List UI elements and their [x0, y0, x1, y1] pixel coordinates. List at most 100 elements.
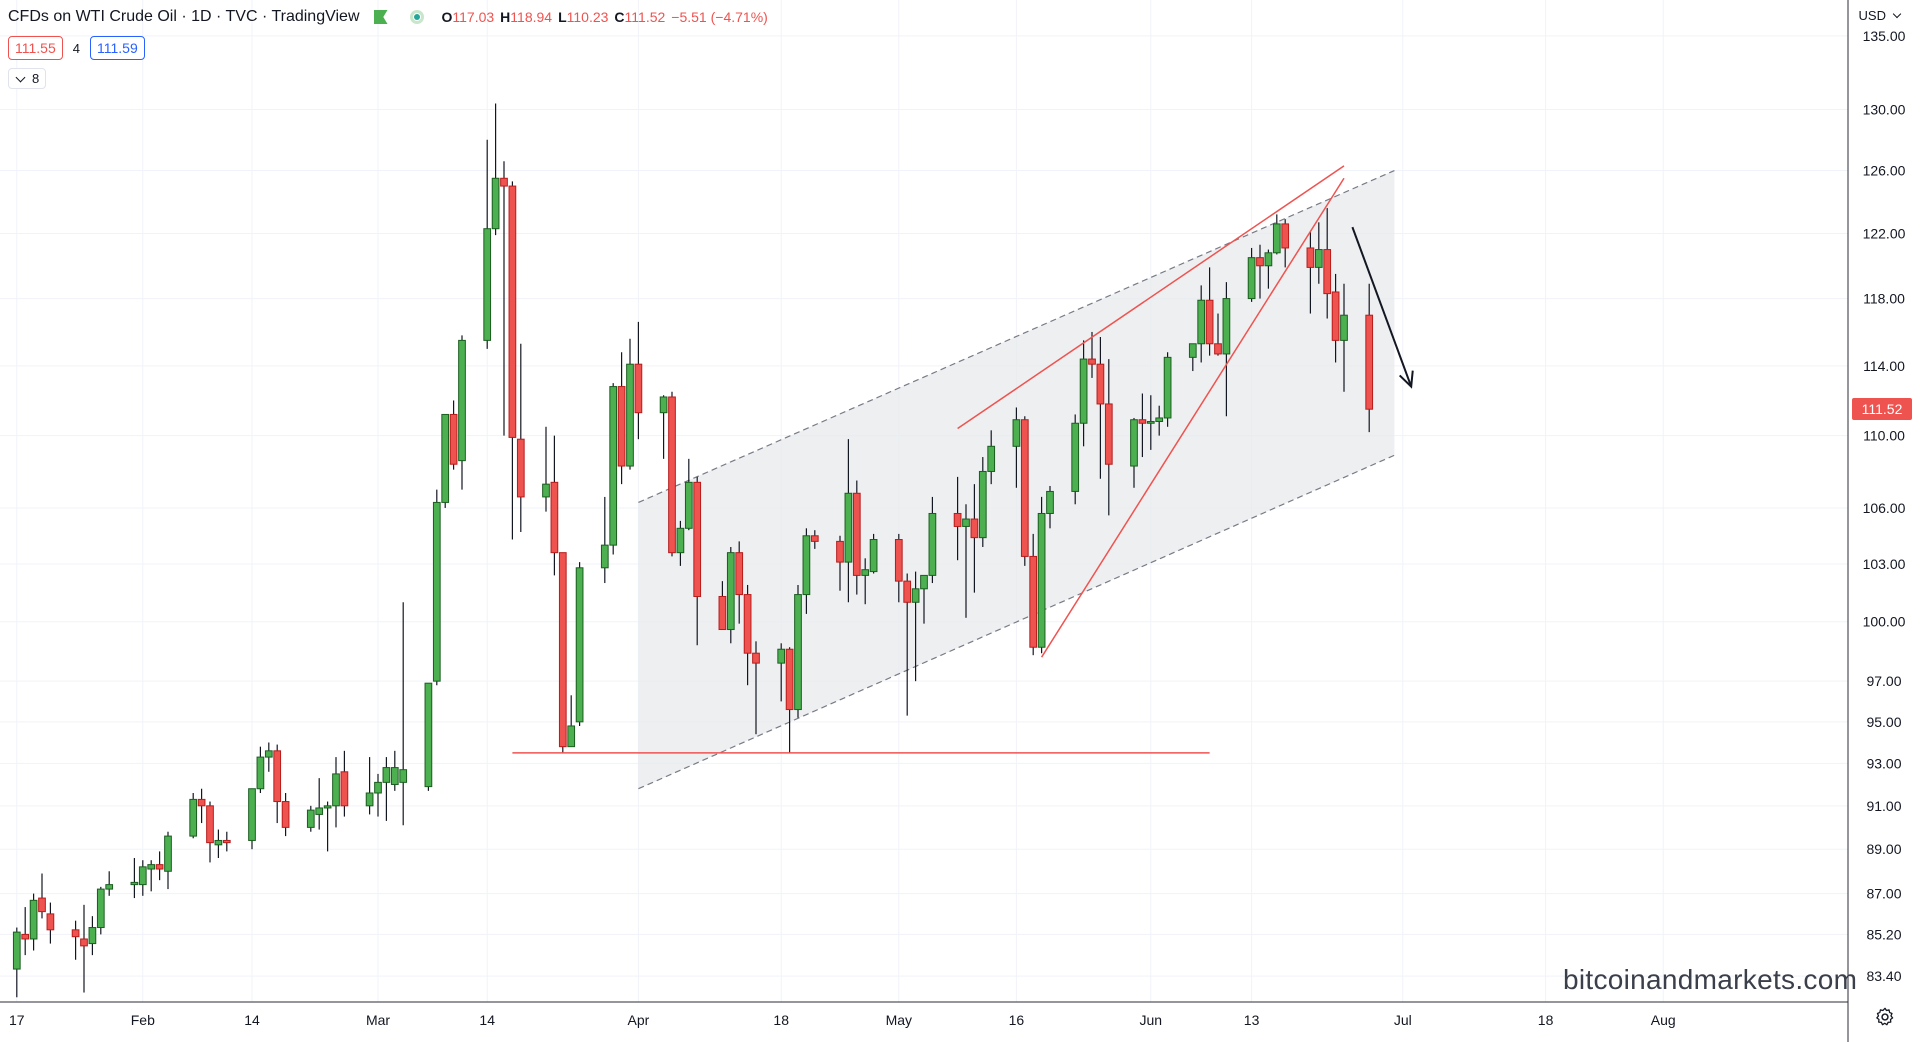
candle-body [962, 518, 970, 527]
price-tick-label: 97.00 [1866, 673, 1901, 689]
candle-body [390, 767, 399, 785]
candle-body [441, 413, 450, 503]
price-tick-label: 93.00 [1866, 755, 1901, 771]
flag-icon[interactable] [373, 10, 388, 24]
price-tick-label: 110.00 [1863, 428, 1905, 444]
price-tick-label: 126.00 [1863, 163, 1906, 179]
price-tick-label: 114.00 [1863, 358, 1905, 374]
candle-body [1037, 512, 1046, 648]
candle-body [281, 801, 290, 828]
candle-body [264, 750, 273, 758]
channel-lower-line [638, 454, 1395, 790]
candle-body [836, 540, 844, 563]
symbol-legend: CFDs on WTI Crude Oil · 1D · TVC · Tradi… [8, 8, 774, 26]
candle-body [88, 927, 97, 945]
bid-button[interactable]: 111.55 [8, 36, 63, 60]
candle-body [861, 569, 870, 576]
candle-body [617, 386, 626, 467]
candle-body [155, 864, 164, 870]
time-tick-label: 16 [1009, 1012, 1025, 1028]
ohlc-values: O117.03 H118.94 L110.23 C111.52 −5.51 (−4.71… [441, 9, 768, 25]
market-status-icon[interactable] [409, 10, 424, 24]
candle-body [735, 552, 744, 596]
candle-body [1205, 299, 1214, 345]
candle-body [273, 750, 282, 803]
candle-body [1071, 422, 1080, 492]
candle-body [315, 807, 324, 815]
candle-body [516, 438, 525, 498]
candle-body [365, 792, 374, 807]
candle-body [458, 339, 466, 462]
candle-body [1214, 343, 1222, 355]
time-tick-label: Jul [1394, 1012, 1412, 1028]
time-axis[interactable]: 17 Feb 14 Mar 14 Apr 18 May 16 Jun 13 Jul 18 Aug [0, 1001, 1848, 1028]
symbol-title[interactable]: CFDs on WTI Crude Oil · 1D · TVC · Tradi… [8, 8, 360, 25]
candle-body [222, 839, 231, 844]
candle-body [970, 518, 979, 539]
candle-body [1331, 291, 1340, 341]
currency-selector[interactable]: USD [1858, 8, 1902, 23]
candle-body [920, 574, 928, 590]
quote-row: 111.55 4 111.59 [8, 36, 145, 60]
ohlc-low: 110.23 [566, 9, 609, 25]
candle-body [575, 567, 584, 723]
time-tick-label: Apr [628, 1012, 650, 1028]
candle-body [1104, 403, 1113, 465]
candle-body [189, 798, 198, 837]
candle-body [600, 544, 609, 569]
candle-body [1188, 343, 1197, 358]
candle-body [1088, 358, 1096, 365]
candle-body [928, 512, 937, 576]
price-tick-label: 122.00 [1863, 225, 1906, 241]
ohlc-close: 111.52 [624, 9, 666, 25]
candle-body [785, 648, 794, 711]
time-tick-label: May [886, 1012, 912, 1028]
candle-body [752, 652, 760, 664]
candle-body [903, 580, 912, 603]
candle-body [844, 492, 853, 563]
price-tick-label: 118.00 [1863, 291, 1905, 307]
candle-body [332, 773, 340, 807]
candle-body [1146, 420, 1155, 424]
candle-body [38, 897, 46, 913]
chevron-down-icon [15, 72, 26, 82]
ohlc-change: −5.51 (−4.71%) [671, 9, 768, 25]
candle-body [987, 445, 996, 472]
candle-body [852, 492, 861, 576]
candle-body [1130, 419, 1138, 467]
candle-body [449, 413, 458, 465]
currency-label: USD [1858, 8, 1886, 23]
spread-value: 4 [72, 40, 80, 56]
time-tick-label: 14 [244, 1012, 260, 1028]
time-tick-label: Jun [1140, 1012, 1163, 1028]
candle-body [29, 899, 38, 940]
price-axis[interactable]: 135.00 130.00 126.00 122.00 118.00 114.00 110.… [1847, 0, 1906, 1042]
price-tick-label: 91.00 [1866, 798, 1901, 814]
candle-body [550, 481, 559, 554]
candle-body [1012, 419, 1021, 447]
gear-icon[interactable] [1874, 1006, 1896, 1028]
candle-body [147, 864, 156, 870]
price-tick-label: 103.00 [1863, 556, 1906, 572]
candle-body [500, 177, 508, 187]
chevron-down-icon [1892, 9, 1902, 19]
candle-body [794, 594, 802, 711]
price-tick-label: 85.20 [1866, 926, 1901, 942]
time-tick-label: 17 [9, 1012, 25, 1028]
candle-body [399, 769, 408, 783]
candle-body [306, 809, 315, 828]
candle-body [634, 363, 643, 414]
last-price-label: 111.52 [1852, 397, 1912, 420]
candle-body [1281, 223, 1290, 249]
candle-body [869, 539, 878, 573]
candle-body [693, 481, 702, 597]
trend-drawings [512, 165, 1414, 754]
forecast-arrow-head [1398, 370, 1414, 389]
candle-body [609, 386, 618, 546]
candle-body [424, 682, 433, 788]
candle-body [432, 501, 441, 682]
ask-button[interactable]: 111.59 [89, 36, 145, 60]
price-tick-label: 89.00 [1866, 841, 1901, 857]
indicators-toggle[interactable]: 8 [8, 68, 47, 89]
